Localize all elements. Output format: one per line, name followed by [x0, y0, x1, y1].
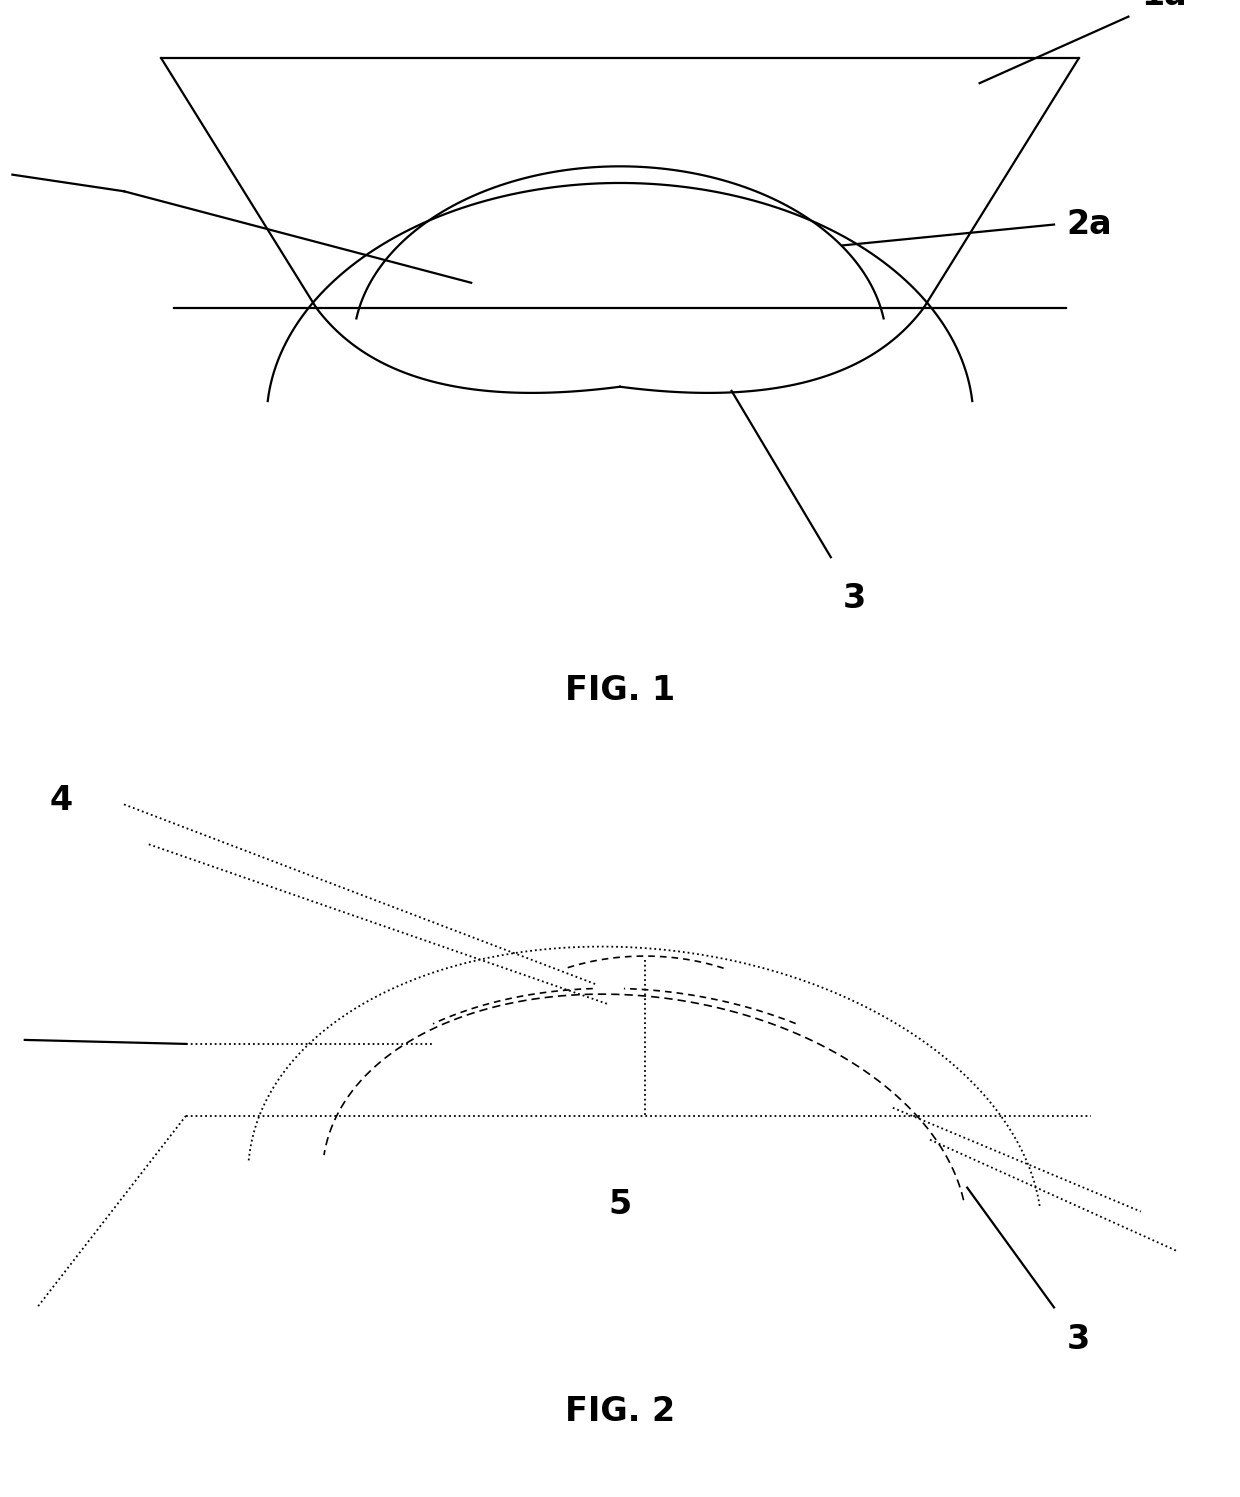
Text: 5: 5 — [609, 1187, 631, 1220]
Text: 4: 4 — [50, 784, 73, 817]
Text: 3: 3 — [1066, 1323, 1090, 1356]
Text: 2a: 2a — [1066, 208, 1112, 241]
Text: 3: 3 — [843, 582, 867, 615]
Text: FIG. 1: FIG. 1 — [565, 674, 675, 707]
Text: FIG. 2: FIG. 2 — [565, 1395, 675, 1428]
Text: 1a: 1a — [1141, 0, 1187, 12]
